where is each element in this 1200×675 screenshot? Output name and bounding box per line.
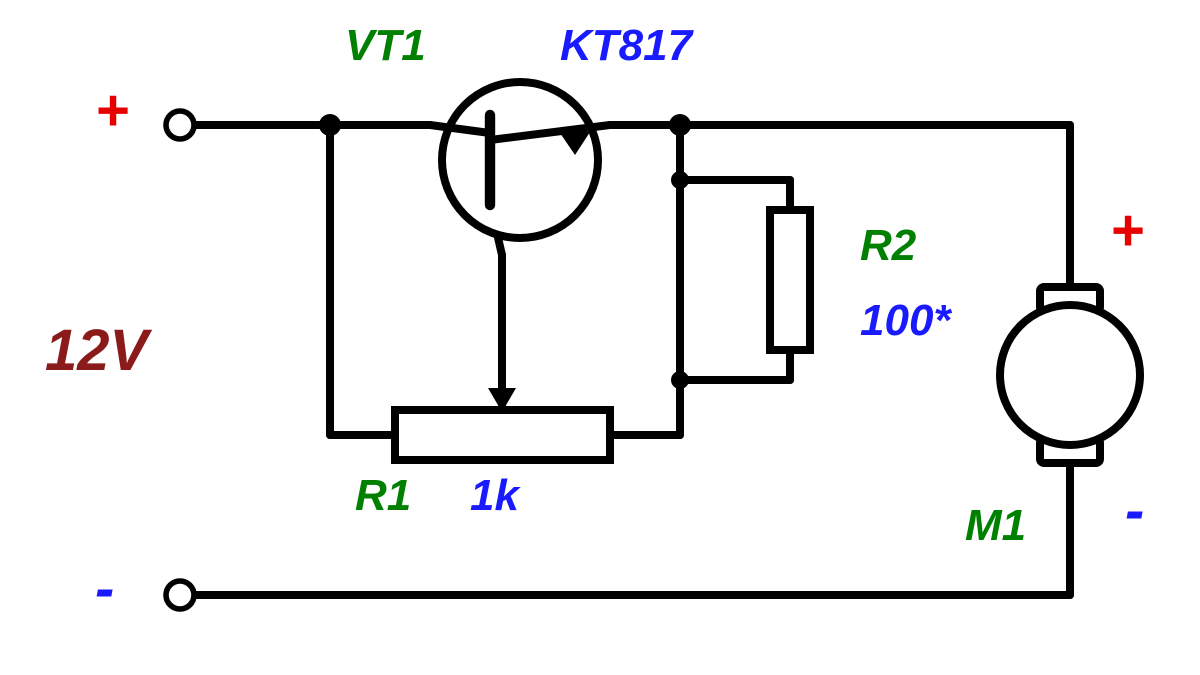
label-minus_m: -	[1125, 478, 1144, 543]
label-r1: R1	[355, 471, 411, 520]
label-r2: R2	[860, 221, 917, 270]
label-kt817: KT817	[560, 21, 695, 70]
label-r1val: 1k	[470, 471, 521, 520]
label-voltage: 12V	[45, 318, 153, 383]
label-minus_in: -	[95, 556, 114, 621]
label-plus_in: +	[95, 78, 129, 143]
circuit-schematic: 12V + - + - VT1 KT817 R2 100* R1 1k M1	[0, 0, 1200, 675]
label-plus_m: +	[1110, 198, 1144, 263]
label-vt1: VT1	[345, 21, 426, 70]
label-m1: M1	[965, 501, 1026, 550]
label-r2val: 100*	[860, 296, 952, 345]
